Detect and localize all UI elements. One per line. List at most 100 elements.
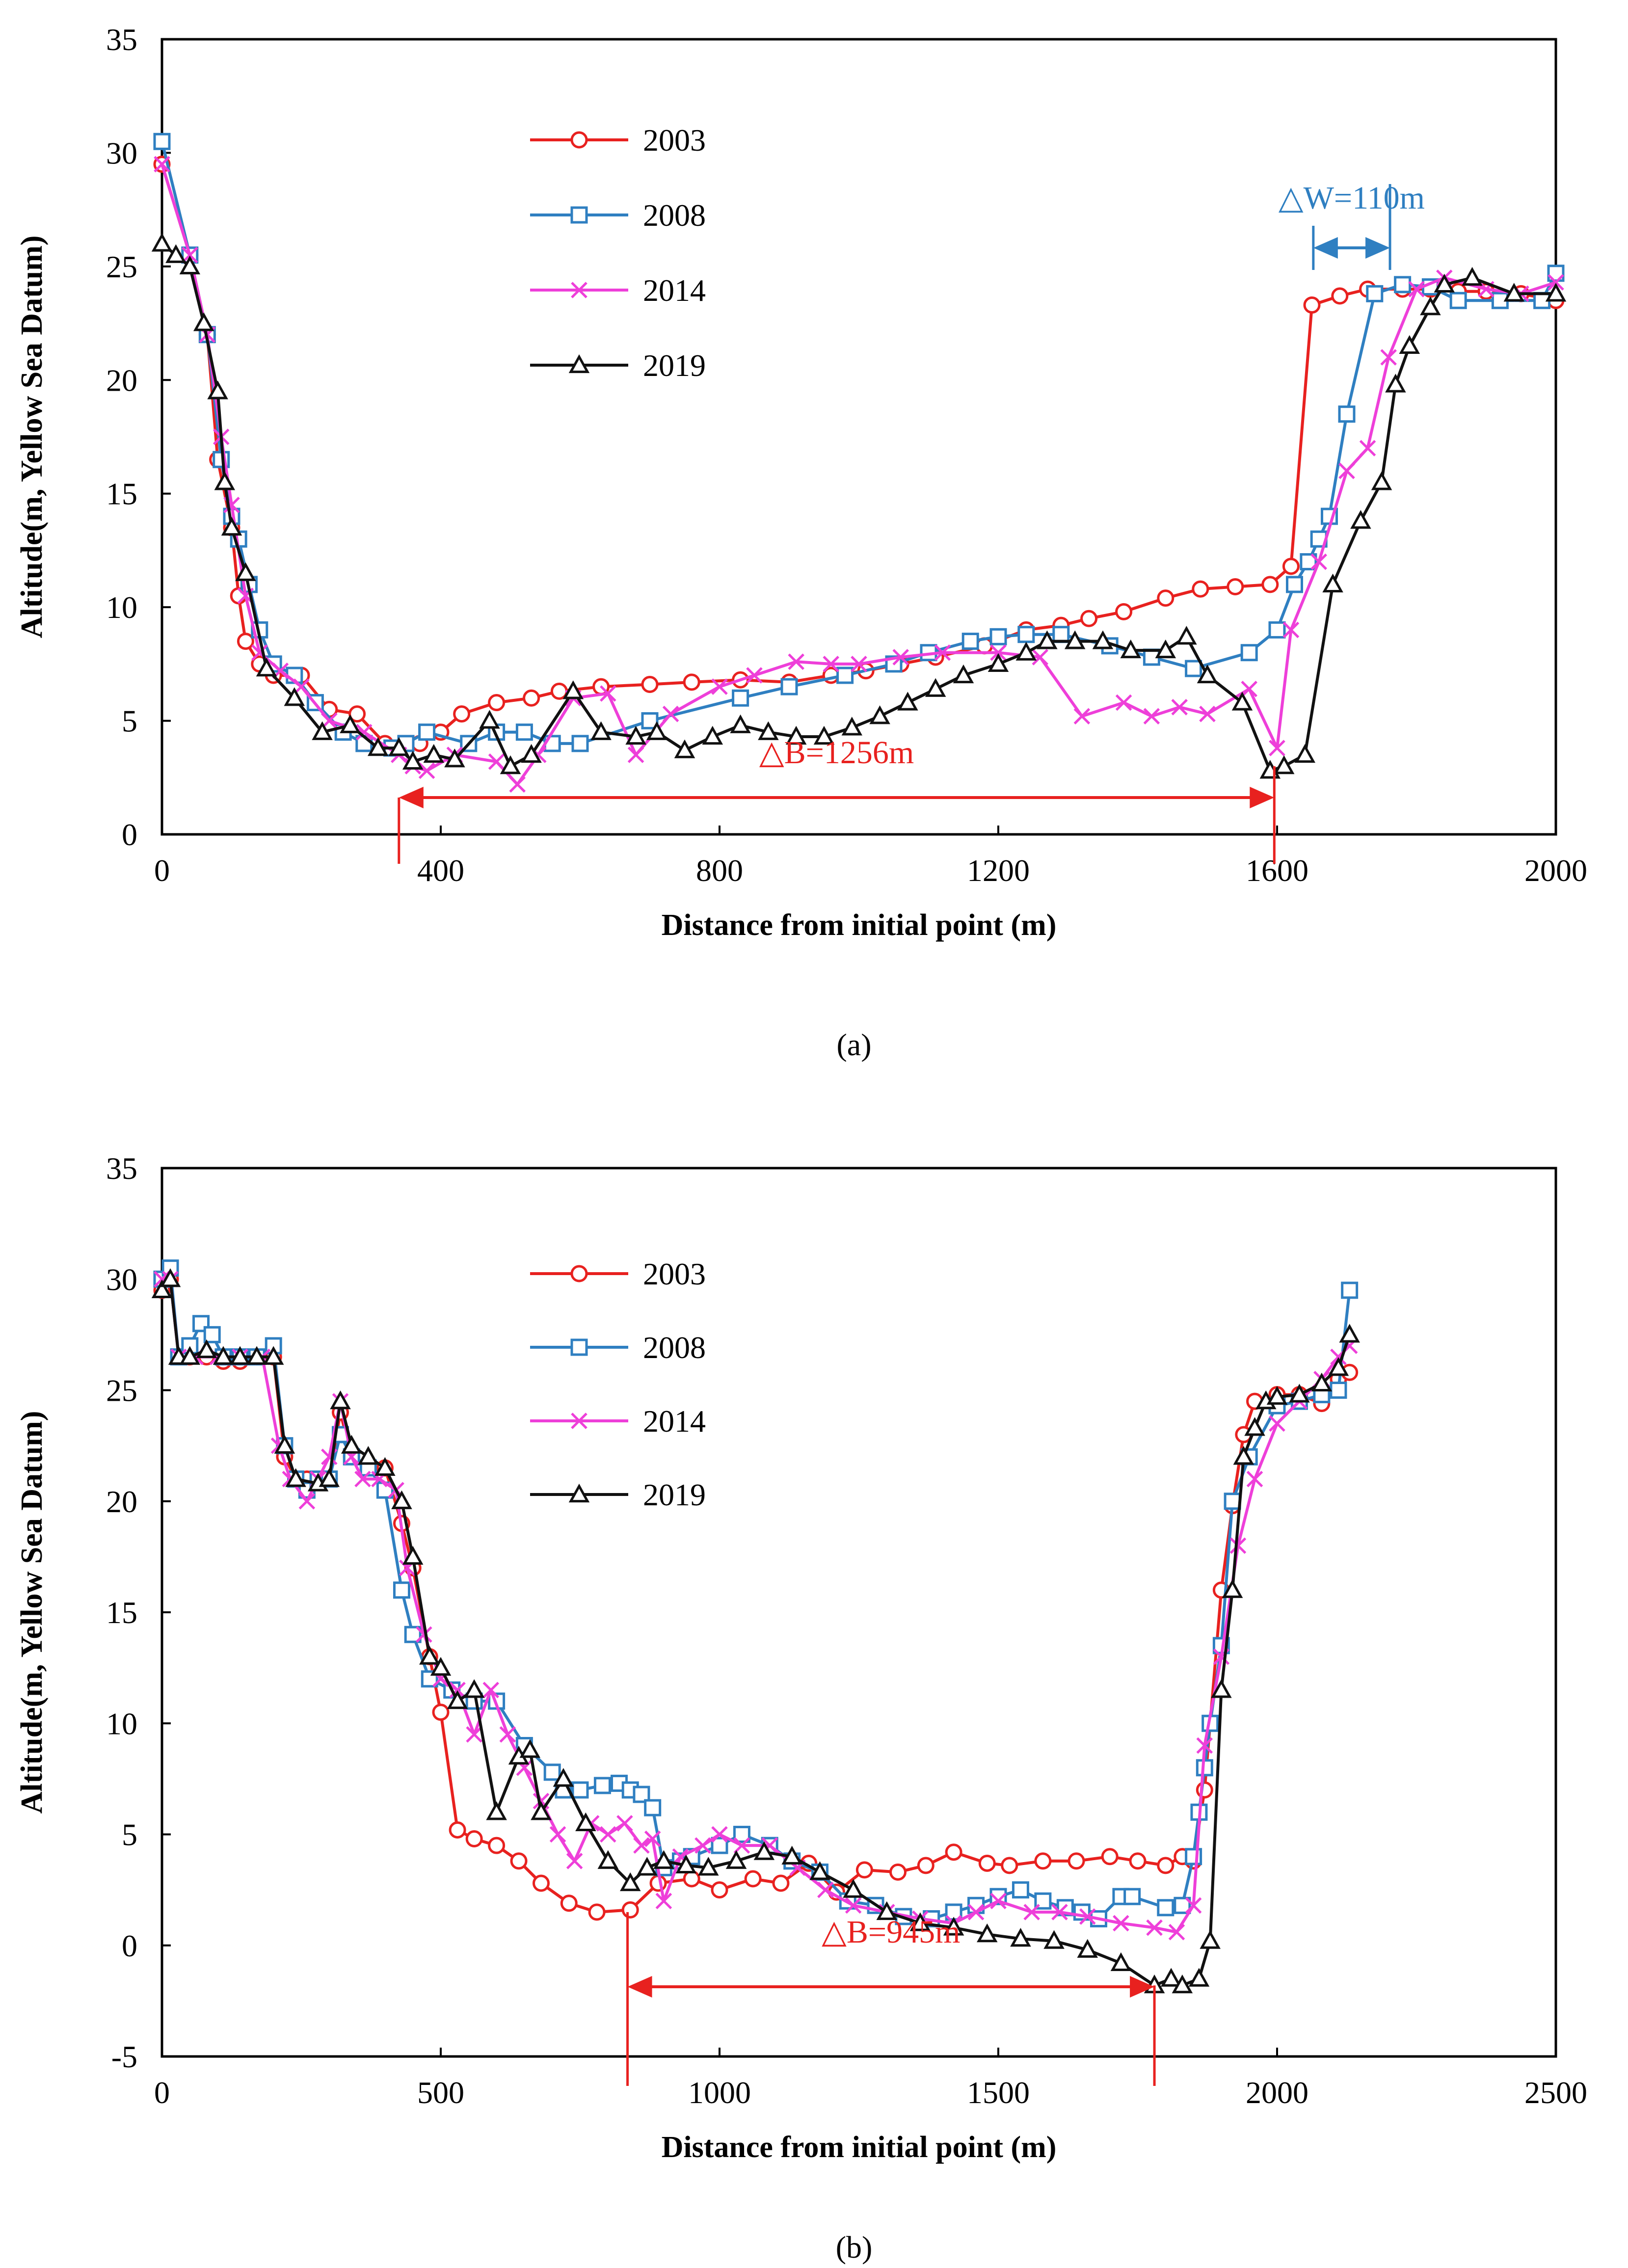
- data-point-circle: [1196, 1781, 1213, 1799]
- data-point-triangle: [196, 1339, 217, 1359]
- data-point-circle: [945, 1843, 962, 1861]
- data-point-square: [418, 723, 436, 741]
- data-point-x: [616, 1815, 633, 1832]
- data-point-triangle: [391, 1490, 412, 1509]
- data-point-triangle: [1233, 1446, 1254, 1465]
- data-point-triangle: [312, 721, 333, 740]
- series-2019: [151, 233, 1567, 779]
- y-axis-title: Altitude(m, Yellow Sea Datum): [15, 236, 49, 639]
- data-point-square: [780, 678, 798, 695]
- data-point-triangle: [1010, 1928, 1031, 1947]
- data-point-square: [1185, 1848, 1202, 1866]
- data-point-triangle: [274, 1435, 295, 1454]
- data-point-square: [1366, 285, 1384, 302]
- x-tick-label: 2500: [1524, 2075, 1587, 2110]
- data-point-x: [1408, 281, 1425, 297]
- data-point-triangle: [698, 1857, 719, 1876]
- data-point-triangle: [246, 1346, 267, 1365]
- data-point-square: [1268, 621, 1286, 639]
- legend-item-2008: 2008: [530, 198, 706, 233]
- data-point-triangle: [1420, 296, 1441, 316]
- data-point-circle: [1001, 1857, 1018, 1874]
- data-point-x: [571, 1413, 587, 1429]
- data-point-x: [416, 1626, 432, 1643]
- data-point-x: [600, 685, 616, 702]
- data-point-triangle: [1172, 1974, 1193, 1994]
- data-point-square: [593, 1777, 611, 1794]
- data-point-square: [1394, 276, 1412, 294]
- x-tick-label: 1200: [967, 853, 1030, 888]
- legend-label: 2019: [643, 348, 706, 383]
- data-point-triangle: [1462, 267, 1483, 286]
- data-point-square: [1449, 292, 1467, 309]
- data-point-circle: [532, 1874, 550, 1892]
- data-point-x: [934, 644, 951, 661]
- plot-frame: [160, 38, 1557, 836]
- data-point-triangle: [1328, 1357, 1349, 1376]
- data-point-triangle: [319, 1468, 340, 1487]
- data-point-circle: [683, 1870, 700, 1888]
- data-point-triangle: [1503, 283, 1525, 302]
- data-point-x: [644, 1830, 661, 1847]
- y-tick-label: 25: [106, 249, 137, 284]
- data-point-x: [418, 762, 435, 779]
- data-point-x: [449, 1681, 466, 1699]
- y-tick-label: 35: [106, 22, 137, 57]
- data-point-triangle: [725, 1850, 747, 1869]
- data-point-x: [1199, 705, 1216, 722]
- data-point-square: [989, 628, 1007, 645]
- data-point-triangle: [463, 1679, 485, 1698]
- series-line-2008: [160, 141, 1557, 750]
- data-point-circle: [1080, 610, 1098, 627]
- data-point-square: [543, 1763, 561, 1781]
- data-point-triangle: [1197, 664, 1218, 684]
- series-2014: [154, 156, 1564, 793]
- data-point-square: [1123, 1888, 1141, 1905]
- series-line-2019: [161, 242, 1556, 773]
- data-point-triangle: [193, 312, 214, 331]
- data-point-square: [1286, 576, 1303, 593]
- data-point-triangle: [943, 1917, 964, 1936]
- data-point-x: [1246, 1470, 1263, 1488]
- data-point-square: [1224, 1493, 1241, 1510]
- data-point-x: [1023, 1904, 1040, 1921]
- data-point-triangle: [285, 1468, 306, 1487]
- data-point-circle: [449, 1821, 466, 1839]
- legend-item-2008: 2008: [530, 1330, 706, 1365]
- data-point-triangle: [1176, 626, 1197, 645]
- data-point-triangle: [987, 653, 1009, 672]
- y-axis-title: Altitude(m, Yellow Sea Datum): [15, 1411, 49, 1814]
- legend-label: 2008: [643, 198, 706, 233]
- data-point-triangle: [1222, 1579, 1243, 1598]
- data-point-triangle: [423, 744, 445, 763]
- data-point-triangle: [1155, 639, 1176, 659]
- data-point-triangle: [151, 233, 173, 252]
- panel-label: (b): [836, 2230, 873, 2265]
- y-tick-label: 5: [122, 704, 137, 739]
- data-point-x: [1079, 1908, 1096, 1925]
- data-point-circle: [1227, 578, 1244, 595]
- data-point-triangle: [597, 1850, 619, 1869]
- data-point-x: [746, 667, 763, 684]
- data-point-triangle: [813, 725, 835, 745]
- annotation-arrow-head: [399, 787, 424, 808]
- data-point-x: [1338, 462, 1355, 480]
- data-point-square: [1338, 405, 1356, 423]
- data-point-x: [1359, 440, 1376, 456]
- data-point-square: [570, 206, 588, 224]
- data-point-circle: [510, 1852, 528, 1870]
- data-point-triangle: [358, 1446, 379, 1465]
- data-point-circle: [570, 131, 588, 149]
- data-point-triangle: [519, 1739, 541, 1758]
- data-point-circle: [917, 1857, 934, 1874]
- y-tick-label: 10: [106, 590, 137, 625]
- data-point-square: [1012, 1881, 1029, 1899]
- data-point-circle: [1101, 1848, 1119, 1866]
- data-point-triangle: [702, 725, 723, 745]
- annotation: △B=1256m: [398, 735, 1276, 864]
- data-point-x: [892, 649, 909, 666]
- data-point-triangle: [785, 725, 807, 745]
- data-point-square: [961, 633, 979, 650]
- data-point-triangle: [221, 516, 242, 536]
- y-tick-label: 5: [122, 1817, 137, 1852]
